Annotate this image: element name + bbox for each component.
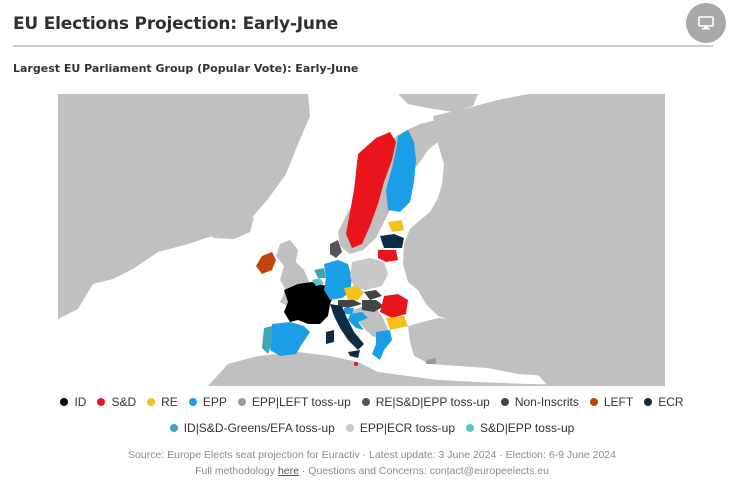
legend-label: ID|S&D-Greens/EFA toss-up bbox=[183, 421, 335, 435]
country-romania bbox=[380, 294, 408, 318]
country-austria bbox=[338, 300, 362, 308]
country-czechia bbox=[344, 286, 364, 300]
legend-label: EPP bbox=[202, 395, 227, 409]
europe-map bbox=[58, 94, 665, 386]
country-netherlands bbox=[314, 268, 326, 278]
legend-item: Non-Inscrits bbox=[500, 395, 579, 409]
legend-label: S&D|EPP toss-up bbox=[480, 421, 575, 435]
legend-swatch bbox=[97, 398, 106, 406]
legend-item: EPP|ECR toss-up bbox=[345, 421, 456, 435]
page-title: EU Elections Projection: Early-June bbox=[13, 14, 339, 34]
source-line: Source: Europe Elects seat projection fo… bbox=[128, 449, 616, 461]
title-divider bbox=[13, 45, 713, 47]
legend-label: RE bbox=[161, 395, 178, 409]
country-cyprus bbox=[426, 358, 436, 364]
legend-item: EPP|LEFT toss-up bbox=[237, 395, 351, 409]
country-sweden bbox=[346, 132, 396, 248]
country-poland bbox=[350, 258, 388, 290]
legend-swatch bbox=[188, 398, 197, 406]
legend-label: S&D bbox=[111, 395, 137, 409]
legend-swatch bbox=[361, 398, 370, 406]
map-subtitle: Largest EU Parliament Group (Popular Vot… bbox=[13, 62, 359, 75]
legend-label: RE|S&D|EPP toss-up bbox=[375, 395, 490, 409]
monitor-icon bbox=[698, 16, 714, 30]
country-slovenia bbox=[344, 308, 354, 314]
legend-swatch bbox=[237, 398, 246, 406]
greenland bbox=[58, 94, 310, 319]
legend-item: ID bbox=[60, 395, 86, 409]
legend-item: S&D bbox=[97, 395, 136, 409]
legend-item: RE|S&D|EPP toss-up bbox=[361, 395, 490, 409]
legend-swatch bbox=[169, 424, 178, 432]
legend-label: LEFT bbox=[603, 395, 634, 409]
country-slovakia bbox=[364, 290, 382, 300]
legend-swatch bbox=[500, 398, 509, 406]
country-malta bbox=[354, 362, 358, 366]
country-estonia bbox=[388, 220, 404, 232]
legend-item: RE bbox=[147, 395, 178, 409]
country-bulgaria bbox=[386, 316, 408, 330]
country-latvia bbox=[380, 234, 404, 248]
country-greece bbox=[372, 330, 392, 360]
legend-swatch bbox=[345, 424, 354, 432]
arctic-islands bbox=[398, 94, 478, 112]
country-belgium bbox=[312, 278, 324, 286]
legend-swatch bbox=[589, 398, 598, 406]
methodology-line: Full methodology here · Questions and Co… bbox=[195, 465, 549, 477]
north-africa bbox=[208, 352, 665, 386]
legend-swatch bbox=[60, 398, 69, 406]
country-finland bbox=[386, 130, 416, 212]
map-legend: ID S&D RE EPP EPP|LEFT toss-up RE|S&D|EPP tos… bbox=[0, 392, 744, 438]
legend-swatch bbox=[466, 424, 475, 432]
legend-row-1: ID S&D RE EPP EPP|LEFT toss-up RE|S&D|EPP tos… bbox=[0, 392, 744, 412]
country-spain bbox=[270, 322, 310, 356]
legend-item: S&D|EPP toss-up bbox=[466, 421, 574, 435]
russia bbox=[403, 94, 665, 386]
country-lithuania bbox=[378, 250, 398, 262]
legend-item: EPP bbox=[188, 395, 227, 409]
country-hungary bbox=[362, 300, 384, 312]
country-denmark bbox=[330, 240, 342, 258]
country-ireland bbox=[256, 252, 276, 274]
legend-row-2: ID|S&D-Greens/EFA toss-up EPP|ECR toss-up… bbox=[0, 418, 744, 438]
legend-swatch bbox=[147, 398, 156, 406]
country-croatia bbox=[348, 312, 368, 330]
legend-label: ECR bbox=[658, 395, 684, 409]
present-button[interactable] bbox=[686, 3, 726, 43]
legend-swatch bbox=[644, 398, 653, 406]
legend-item: ECR bbox=[644, 395, 684, 409]
turkey bbox=[408, 318, 558, 376]
legend-label: EPP|ECR toss-up bbox=[359, 421, 456, 435]
source-footer: Source: Europe Elects seat projection fo… bbox=[0, 447, 744, 479]
country-portugal bbox=[262, 326, 272, 354]
legend-label: Non-Inscrits bbox=[514, 395, 579, 409]
legend-label: EPP|LEFT toss-up bbox=[251, 395, 351, 409]
country-italy bbox=[326, 304, 364, 358]
legend-item: ID|S&D-Greens/EFA toss-up bbox=[169, 421, 335, 435]
methodology-link[interactable]: here bbox=[277, 465, 299, 477]
iceland bbox=[200, 210, 254, 239]
legend-item: LEFT bbox=[589, 395, 634, 409]
country-france bbox=[284, 282, 334, 324]
legend-label: ID bbox=[74, 395, 87, 409]
